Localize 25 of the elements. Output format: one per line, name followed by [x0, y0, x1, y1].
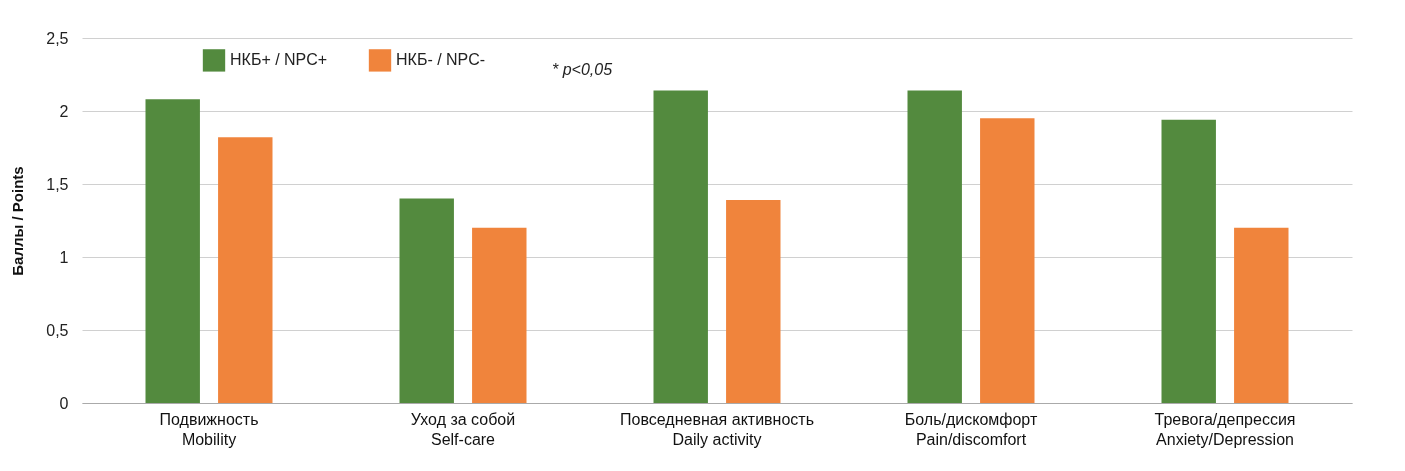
y-tick-label: 2 [59, 102, 69, 120]
y-tick-label: 1 [59, 248, 69, 266]
bar [1234, 227, 1289, 403]
y-tick-label: 0,5 [46, 321, 69, 339]
bar [726, 200, 781, 403]
annotation: * p<0,05 [552, 61, 613, 78]
bar [907, 90, 962, 403]
legend-label: НКБ- / NPC- [396, 51, 486, 69]
x-tick-label: Тревога/депрессия Anxiety/Depression [1154, 410, 1296, 448]
bar [1161, 119, 1216, 403]
bar [980, 118, 1035, 403]
x-tick-label: Боль/дискомфорт Pain/discomfort [904, 410, 1038, 448]
legend-label: НКБ+ / NPC+ [230, 51, 328, 69]
bar [145, 99, 200, 403]
bar [218, 137, 273, 403]
y-tick-label: 2,5 [46, 29, 69, 47]
bar [653, 90, 708, 403]
bar [399, 198, 454, 403]
y-tick-label: 1,5 [46, 175, 69, 193]
x-tick-label: Подвижность Mobility [159, 410, 259, 448]
y-axis-title: Баллы / Points [9, 166, 27, 276]
x-tick-label: Повседневная активность Daily activity [620, 410, 814, 448]
x-tick-label: Уход за собой Self-care [410, 410, 516, 448]
y-tick-label: 0 [59, 394, 69, 412]
bar [472, 227, 527, 403]
